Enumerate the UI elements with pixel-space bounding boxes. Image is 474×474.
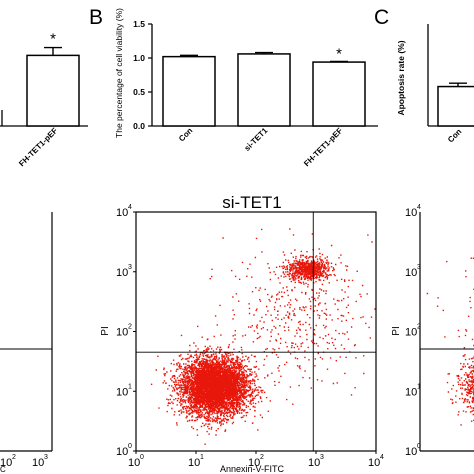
flow-right-y-label: PI — [391, 326, 402, 335]
panel-b-bar-chart: The percentage of cell viability (%) 0.0… — [114, 8, 378, 168]
panel-a-bar — [26, 54, 80, 127]
panel-a-bar-chart: * FH-TET1-pEF — [0, 31, 88, 168]
flow-center-x-tick-base: 10 — [308, 457, 320, 469]
flow-left-tick-1e2: 10 2 — [0, 454, 16, 469]
flow-right-y-tick-base: 10 — [405, 327, 417, 339]
fc-events — [150, 228, 376, 445]
flow-left-partial: 10 2 10 3 C — [0, 212, 53, 474]
fr-events — [426, 257, 474, 426]
flow-center-y-tick-base: 10 — [116, 207, 128, 219]
flow-center-x-tick-base: 10 — [128, 457, 140, 469]
svg-text:3: 3 — [44, 454, 48, 461]
panel-a-category-label: FH-TET1-pEF — [17, 126, 59, 168]
flow-right-y-tick-exp: 4 — [417, 204, 421, 211]
flow-center-y-tick-exp: 0 — [128, 443, 132, 450]
panel-b-y-ticks: 0.0 0.5 1.0 1.5 — [133, 19, 152, 131]
flow-center-frame — [135, 211, 377, 452]
panel-b-y-tick-label: 1.0 — [133, 53, 145, 63]
svg-text:10: 10 — [32, 457, 44, 469]
flow-right-y-tick-exp: 0 — [417, 443, 421, 450]
panel-b-y-tick-label: 1.5 — [133, 19, 145, 29]
flow-center-title: si-TET1 — [222, 193, 282, 212]
flow-right-y-tick-base: 10 — [405, 267, 417, 279]
panel-c-bar-chart: Apoptosis rate (%) Con — [396, 24, 474, 144]
flow-center-x-tick-base: 10 — [188, 457, 200, 469]
panel-b-letter: B — [89, 6, 103, 29]
panel-b-y-tick-label: 0.0 — [133, 121, 145, 131]
flow-right-y-tick-base: 10 — [405, 386, 417, 398]
panel-b-y-tick-label: 0.5 — [133, 87, 145, 97]
flow-right-y-tick-base: 10 — [405, 207, 417, 219]
panel-b-category-label: FH-TET1-pEF — [302, 126, 344, 168]
panel-b-bar — [162, 55, 216, 127]
flow-center-y-tick-exp: 4 — [128, 204, 132, 211]
panel-c-y-axis-label: Apoptosis rate (%) — [396, 40, 406, 115]
flow-center-x-ticks: 10 0 10 1 10 2 10 3 10 4 — [128, 451, 384, 469]
flow-center-y-label: PI — [100, 326, 111, 335]
flow-right-y-tick-exp: 2 — [417, 324, 421, 331]
flow-left-tick-1e3: 10 3 — [32, 454, 48, 469]
flow-center-y-tick-exp: 1 — [128, 383, 132, 390]
flow-center-x-label: Annexin-V-FITC — [220, 464, 285, 474]
flow-center-x-tick-exp: 0 — [140, 454, 144, 461]
panel-b-significance: * — [336, 45, 342, 62]
flow-center-x-tick-exp: 1 — [200, 454, 204, 461]
flow-center-dots — [150, 228, 376, 445]
panel-a-significance: * — [50, 31, 56, 48]
flow-center-x-tick-base: 10 — [368, 457, 380, 469]
panel-b-category-label: si-TET1 — [243, 126, 270, 153]
panel-b-y-axis-label: The percentage of cell viability (%) — [114, 8, 124, 138]
flow-center-y-tick-exp: 2 — [128, 324, 132, 331]
flow-center-y-tick-exp: 3 — [128, 264, 132, 271]
flow-center-y-tick-base: 10 — [116, 327, 128, 339]
panel-c-letter: C — [374, 6, 389, 29]
flow-right-y-tick-exp: 3 — [417, 264, 421, 271]
flow-left-xlabel-fragment: C — [0, 465, 6, 474]
flow-center-x-tick-exp: 3 — [320, 454, 324, 461]
panel-b-category-label: Con — [177, 126, 194, 143]
flow-right-dots — [426, 257, 474, 426]
flow-center-y-tick-base: 10 — [116, 267, 128, 279]
flow-center-x-tick-exp: 4 — [380, 454, 384, 461]
panel-b-category-labels: Con si-TET1 FH-TET1-pEF — [177, 126, 344, 169]
svg-text:2: 2 — [12, 454, 16, 461]
flow-center-x-tick-exp: 2 — [260, 454, 264, 461]
panel-b-bar — [237, 53, 291, 127]
panel-a-marks: * — [26, 31, 80, 127]
panel-b-marks: * — [162, 45, 366, 127]
flow-right-y-tick-base: 10 — [405, 446, 417, 458]
panel-c-marks — [437, 82, 474, 127]
flow-center-gates — [136, 212, 376, 451]
panel-c-bar — [437, 85, 474, 127]
flow-right-y-tick-exp: 1 — [417, 383, 421, 390]
panel-c-category-label: Con — [446, 127, 463, 144]
flow-center-x-tick-base: 10 — [248, 457, 260, 469]
flow-center-y-tick-base: 10 — [116, 386, 128, 398]
svg-text:10: 10 — [0, 457, 12, 469]
flow-center-y-tick-base: 10 — [116, 446, 128, 458]
panel-b-bar — [312, 61, 366, 127]
